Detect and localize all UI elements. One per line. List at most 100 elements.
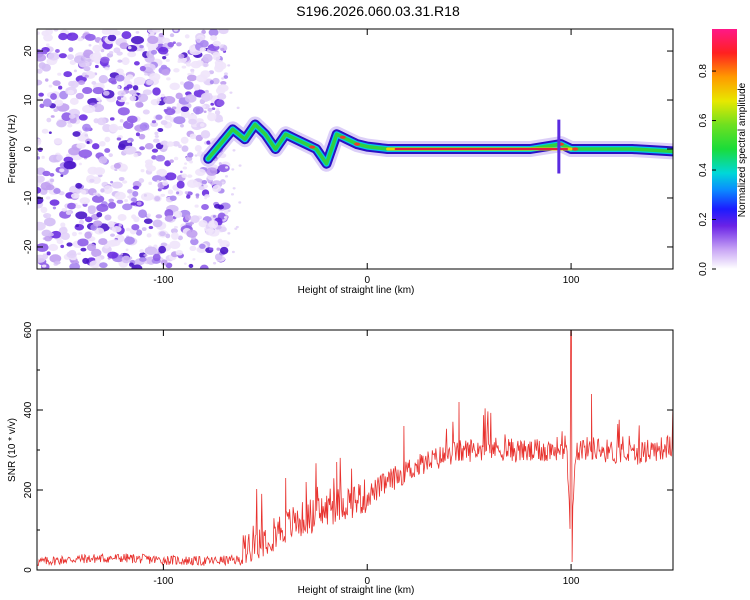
noise-blob xyxy=(184,214,192,221)
noise-blob xyxy=(113,162,121,169)
noise-blob xyxy=(66,32,79,41)
noise-blob xyxy=(140,168,145,173)
noise-blob xyxy=(82,123,92,132)
noise-blob xyxy=(77,238,89,247)
noise-blob xyxy=(48,84,53,88)
noise-blob xyxy=(107,251,119,259)
noise-blob xyxy=(125,248,129,252)
noise-blob xyxy=(227,64,231,67)
noise-blob xyxy=(37,68,43,74)
spectrogram-y-axis-label: Frequency (Hz) xyxy=(7,115,18,184)
noise-blob xyxy=(75,182,83,189)
noise-blob xyxy=(194,154,198,157)
noise-blob xyxy=(65,210,72,215)
noise-blob xyxy=(124,236,135,245)
noise-blob xyxy=(120,253,124,256)
noise-blob xyxy=(110,180,114,184)
noise-blob xyxy=(37,31,40,35)
noise-blob xyxy=(192,106,204,115)
noise-blob xyxy=(98,156,108,164)
noise-blob xyxy=(160,120,168,126)
noise-blob xyxy=(139,257,147,262)
noise-blob xyxy=(210,102,215,106)
noise-blob xyxy=(117,107,130,116)
noise-blob xyxy=(180,123,184,128)
noise-blob xyxy=(217,164,230,173)
noise-blob xyxy=(111,225,122,233)
noise-blob xyxy=(131,223,140,231)
snr-panel: -100 0 100 0 200 400 600 Height of straight l… xyxy=(7,321,674,596)
colorbar-tick-label: 0.8 xyxy=(698,64,709,78)
noise-blob xyxy=(117,59,123,63)
noise-blob xyxy=(130,202,136,206)
noise-blob xyxy=(132,190,139,197)
noise-blob xyxy=(198,186,205,191)
noise-blob xyxy=(117,214,127,221)
x-tick-label: 100 xyxy=(563,275,580,286)
noise-blob xyxy=(186,179,199,188)
noise-blob xyxy=(41,264,47,268)
noise-blob xyxy=(206,140,211,145)
noise-blob xyxy=(201,105,206,109)
noise-blob xyxy=(37,186,42,194)
noise-blob xyxy=(146,79,154,86)
noise-blob xyxy=(82,104,96,114)
noise-blob xyxy=(131,264,143,269)
y-tick-label: 200 xyxy=(23,481,34,498)
noise-blob xyxy=(104,136,111,143)
noise-blob xyxy=(169,159,174,163)
noise-blob xyxy=(124,198,128,203)
noise-blob xyxy=(69,97,79,105)
noise-blob xyxy=(73,69,78,73)
noise-blob xyxy=(142,109,150,115)
noise-blob xyxy=(221,181,225,184)
noise-blob xyxy=(180,170,183,174)
noise-blob xyxy=(136,201,142,206)
noise-blob xyxy=(130,197,137,202)
noise-blob xyxy=(78,114,88,121)
noise-blob xyxy=(88,44,92,47)
noise-blob xyxy=(164,215,174,222)
y-tick-label: 0 xyxy=(23,567,34,573)
noise-blob xyxy=(100,48,105,53)
noise-blob xyxy=(43,98,52,108)
noise-blob xyxy=(156,168,168,177)
noise-blob xyxy=(41,128,49,134)
noise-blob xyxy=(116,51,123,56)
noise-blob xyxy=(216,247,221,251)
noise-blob xyxy=(160,193,166,197)
noise-blob xyxy=(60,232,70,240)
noise-blob xyxy=(157,46,169,55)
noise-blob xyxy=(201,29,206,35)
noise-blob xyxy=(149,72,161,82)
noise-blob xyxy=(148,225,154,230)
noise-blob xyxy=(186,194,191,199)
noise-blob xyxy=(173,68,180,73)
noise-blob xyxy=(60,222,66,228)
noise-blob xyxy=(108,153,113,158)
noise-blob xyxy=(160,259,168,266)
noise-blob xyxy=(210,34,218,41)
noise-blob xyxy=(108,198,114,203)
noise-blob xyxy=(46,251,51,256)
noise-blob xyxy=(181,65,187,69)
noise-blob xyxy=(117,143,126,151)
noise-blob xyxy=(55,49,60,53)
y-tick-label: -10 xyxy=(23,190,34,205)
noise-blob xyxy=(46,184,55,191)
noise-blob xyxy=(98,238,108,245)
noise-blob xyxy=(58,85,63,90)
noise-blob xyxy=(171,232,179,240)
noise-blob xyxy=(189,245,197,251)
noise-blob xyxy=(61,112,72,122)
noise-blob xyxy=(60,174,64,177)
noise-blob xyxy=(173,29,179,32)
noise-blob xyxy=(139,65,146,72)
noise-blob xyxy=(165,233,171,239)
noise-blob xyxy=(147,35,159,45)
snr-series-line xyxy=(37,330,673,567)
noise-blob xyxy=(219,246,229,255)
noise-blob xyxy=(216,108,220,111)
noise-blob xyxy=(137,93,149,103)
y-tick-label: 600 xyxy=(23,321,34,338)
